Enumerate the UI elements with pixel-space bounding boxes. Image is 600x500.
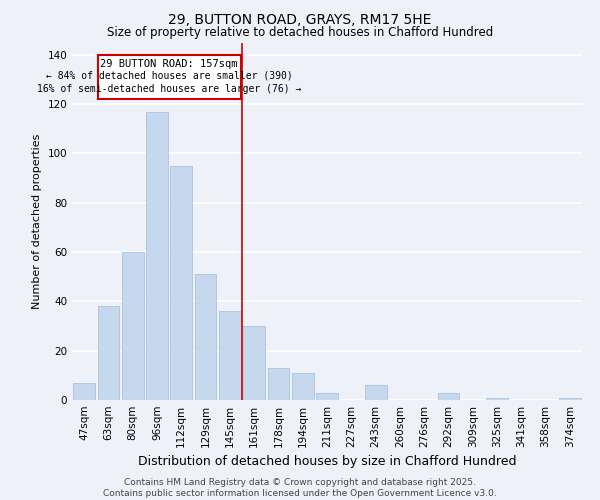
Bar <box>486 398 508 400</box>
Bar <box>97 306 119 400</box>
Bar <box>316 392 338 400</box>
Bar <box>219 311 241 400</box>
Text: Size of property relative to detached houses in Chafford Hundred: Size of property relative to detached ho… <box>107 26 493 39</box>
Bar <box>73 382 95 400</box>
Bar <box>194 274 217 400</box>
Bar <box>243 326 265 400</box>
Text: Contains HM Land Registry data © Crown copyright and database right 2025.
Contai: Contains HM Land Registry data © Crown c… <box>103 478 497 498</box>
Bar <box>365 385 386 400</box>
X-axis label: Distribution of detached houses by size in Chafford Hundred: Distribution of detached houses by size … <box>138 456 516 468</box>
Bar <box>122 252 143 400</box>
Y-axis label: Number of detached properties: Number of detached properties <box>32 134 42 309</box>
Bar <box>170 166 192 400</box>
Text: ← 84% of detached houses are smaller (390): ← 84% of detached houses are smaller (39… <box>46 71 293 81</box>
Bar <box>146 112 168 400</box>
Bar <box>268 368 289 400</box>
Bar <box>292 373 314 400</box>
Bar <box>437 392 460 400</box>
Text: 29 BUTTON ROAD: 157sqm: 29 BUTTON ROAD: 157sqm <box>100 58 238 68</box>
Text: 29, BUTTON ROAD, GRAYS, RM17 5HE: 29, BUTTON ROAD, GRAYS, RM17 5HE <box>169 12 431 26</box>
Text: 16% of semi-detached houses are larger (76) →: 16% of semi-detached houses are larger (… <box>37 84 301 94</box>
Bar <box>559 398 581 400</box>
Bar <box>97 55 241 99</box>
